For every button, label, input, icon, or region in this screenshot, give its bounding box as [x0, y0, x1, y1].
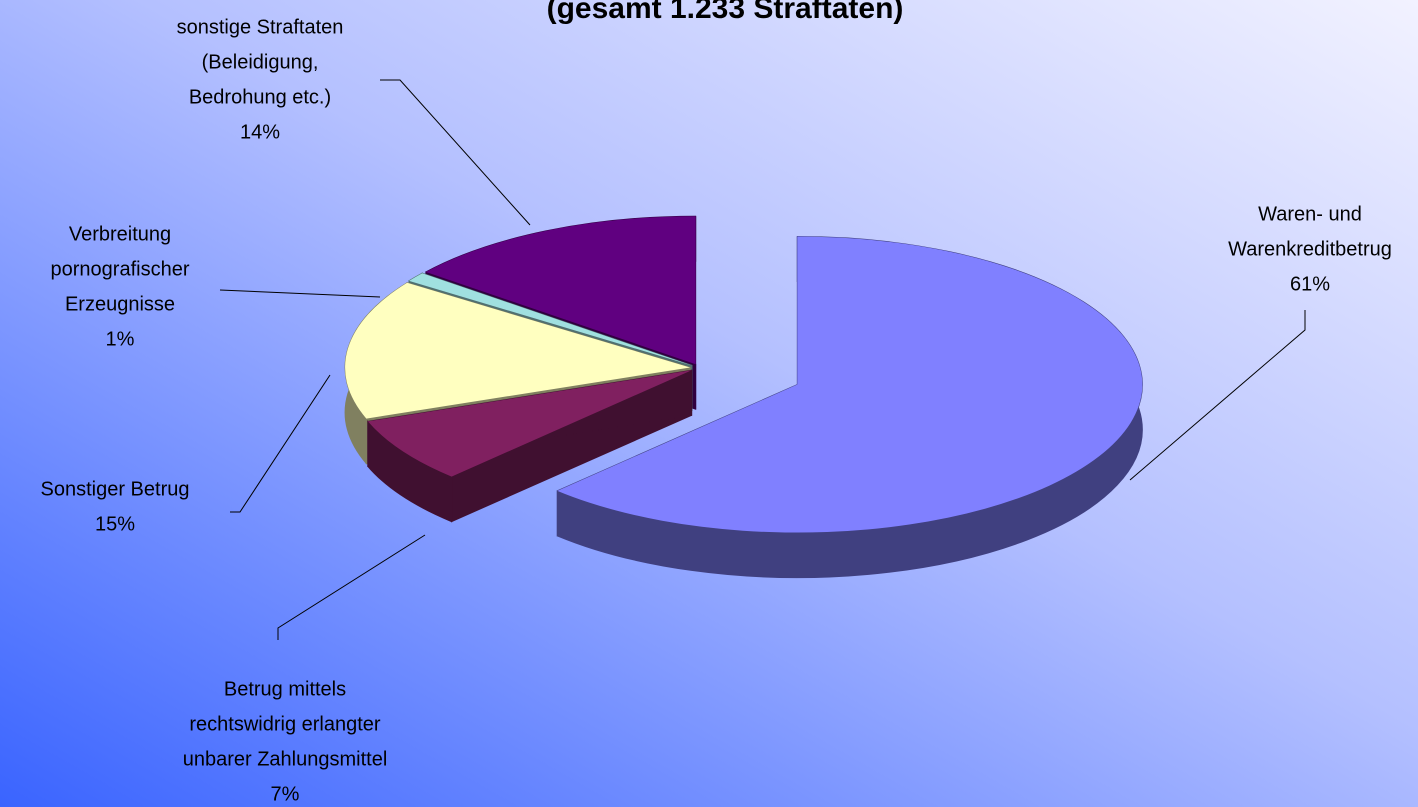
slice-top [557, 236, 1143, 533]
category-label: Sonstiger Betrug [41, 478, 190, 500]
leader-line [380, 79, 531, 226]
chart-title: (gesamt 1.233 Straftaten) [547, 0, 904, 25]
category-label: Waren- und [1258, 203, 1362, 225]
slice-top [367, 370, 692, 477]
category-label: Betrug mittels [224, 678, 346, 700]
slice-top [425, 216, 696, 365]
slice-top [409, 273, 692, 366]
slice-top [345, 282, 691, 419]
category-label: Warenkreditbetrug [1228, 238, 1392, 260]
category-label: rechtswidrig erlangter [189, 713, 381, 735]
category-label: Erzeugnisse [65, 293, 175, 315]
value-label: 61% [1290, 273, 1330, 295]
category-label: pornografischer [51, 258, 190, 280]
category-label: (Beleidigung, [202, 51, 319, 73]
category-label: Bedrohung etc.) [189, 86, 331, 108]
category-label: Verbreitung [69, 223, 171, 245]
leader-line [230, 374, 331, 513]
value-label: 14% [240, 121, 280, 143]
slice [367, 369, 693, 523]
value-label: 7% [271, 783, 300, 805]
leader-line [1129, 310, 1306, 481]
slice [556, 236, 1143, 579]
value-label: 15% [95, 513, 135, 535]
value-label: 1% [106, 328, 135, 350]
category-label: unbarer Zahlungsmittel [183, 748, 388, 770]
category-label: sonstige Straftaten [177, 16, 344, 38]
leader-line [277, 534, 426, 640]
leader-line [219, 289, 381, 298]
